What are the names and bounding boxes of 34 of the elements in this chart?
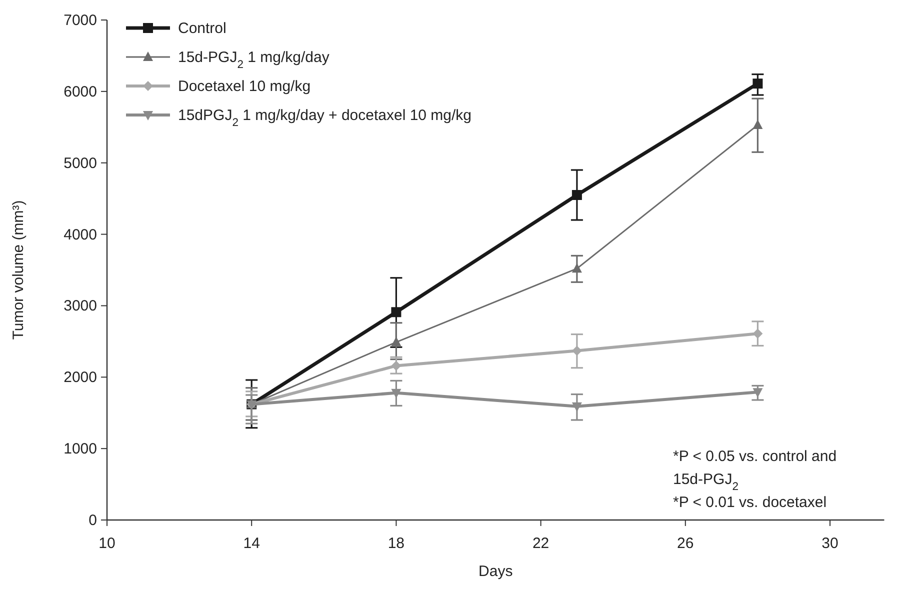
x-tick-label: 30 [822,535,838,552]
y-axis-title: Tumor volume (mm³) [10,200,27,340]
point [391,360,402,371]
point [752,388,763,398]
legend-label: Control [178,20,226,37]
x-tick-label: 14 [243,535,260,552]
point [752,120,763,129]
x-tick-label: 26 [677,535,694,552]
point [752,78,763,89]
y-tick-label: 3000 [64,298,97,315]
y-tick-label: 1000 [64,440,97,458]
annotation: *P < 0.01 vs. docetaxel [673,494,827,511]
y-tick-label: 6000 [64,83,97,100]
y-tick-label: 5000 [64,154,97,172]
legend-label: 15d-PGJ$_{2}$ 1 mg/kg/day [178,49,330,71]
point [572,190,582,200]
y-tick-label: 2000 [64,369,97,386]
point [572,346,582,356]
point [572,402,582,412]
x-tick-label: 10 [98,535,116,552]
legend-label: Docetaxel 10 mg/kg [178,78,311,95]
point [752,328,763,339]
point [391,388,402,398]
x-axis-title: Days [478,563,513,580]
point [572,263,582,273]
x-tick-label: 22 [532,535,550,552]
point [391,336,402,346]
legend-label: 15dPGJ$_{2}$ 1 mg/kg/day + docetaxel 10 mg/kg [178,107,472,129]
y-tick-label: 7000 [64,12,97,29]
y-tick-label: 4000 [64,226,97,244]
annotation: *P < 0.05 vs. control and 15d-PGJ$_{2}$ [673,448,837,493]
x-tick-label: 18 [388,535,405,552]
point [391,307,402,318]
y-tick-label: 0 [88,512,97,529]
